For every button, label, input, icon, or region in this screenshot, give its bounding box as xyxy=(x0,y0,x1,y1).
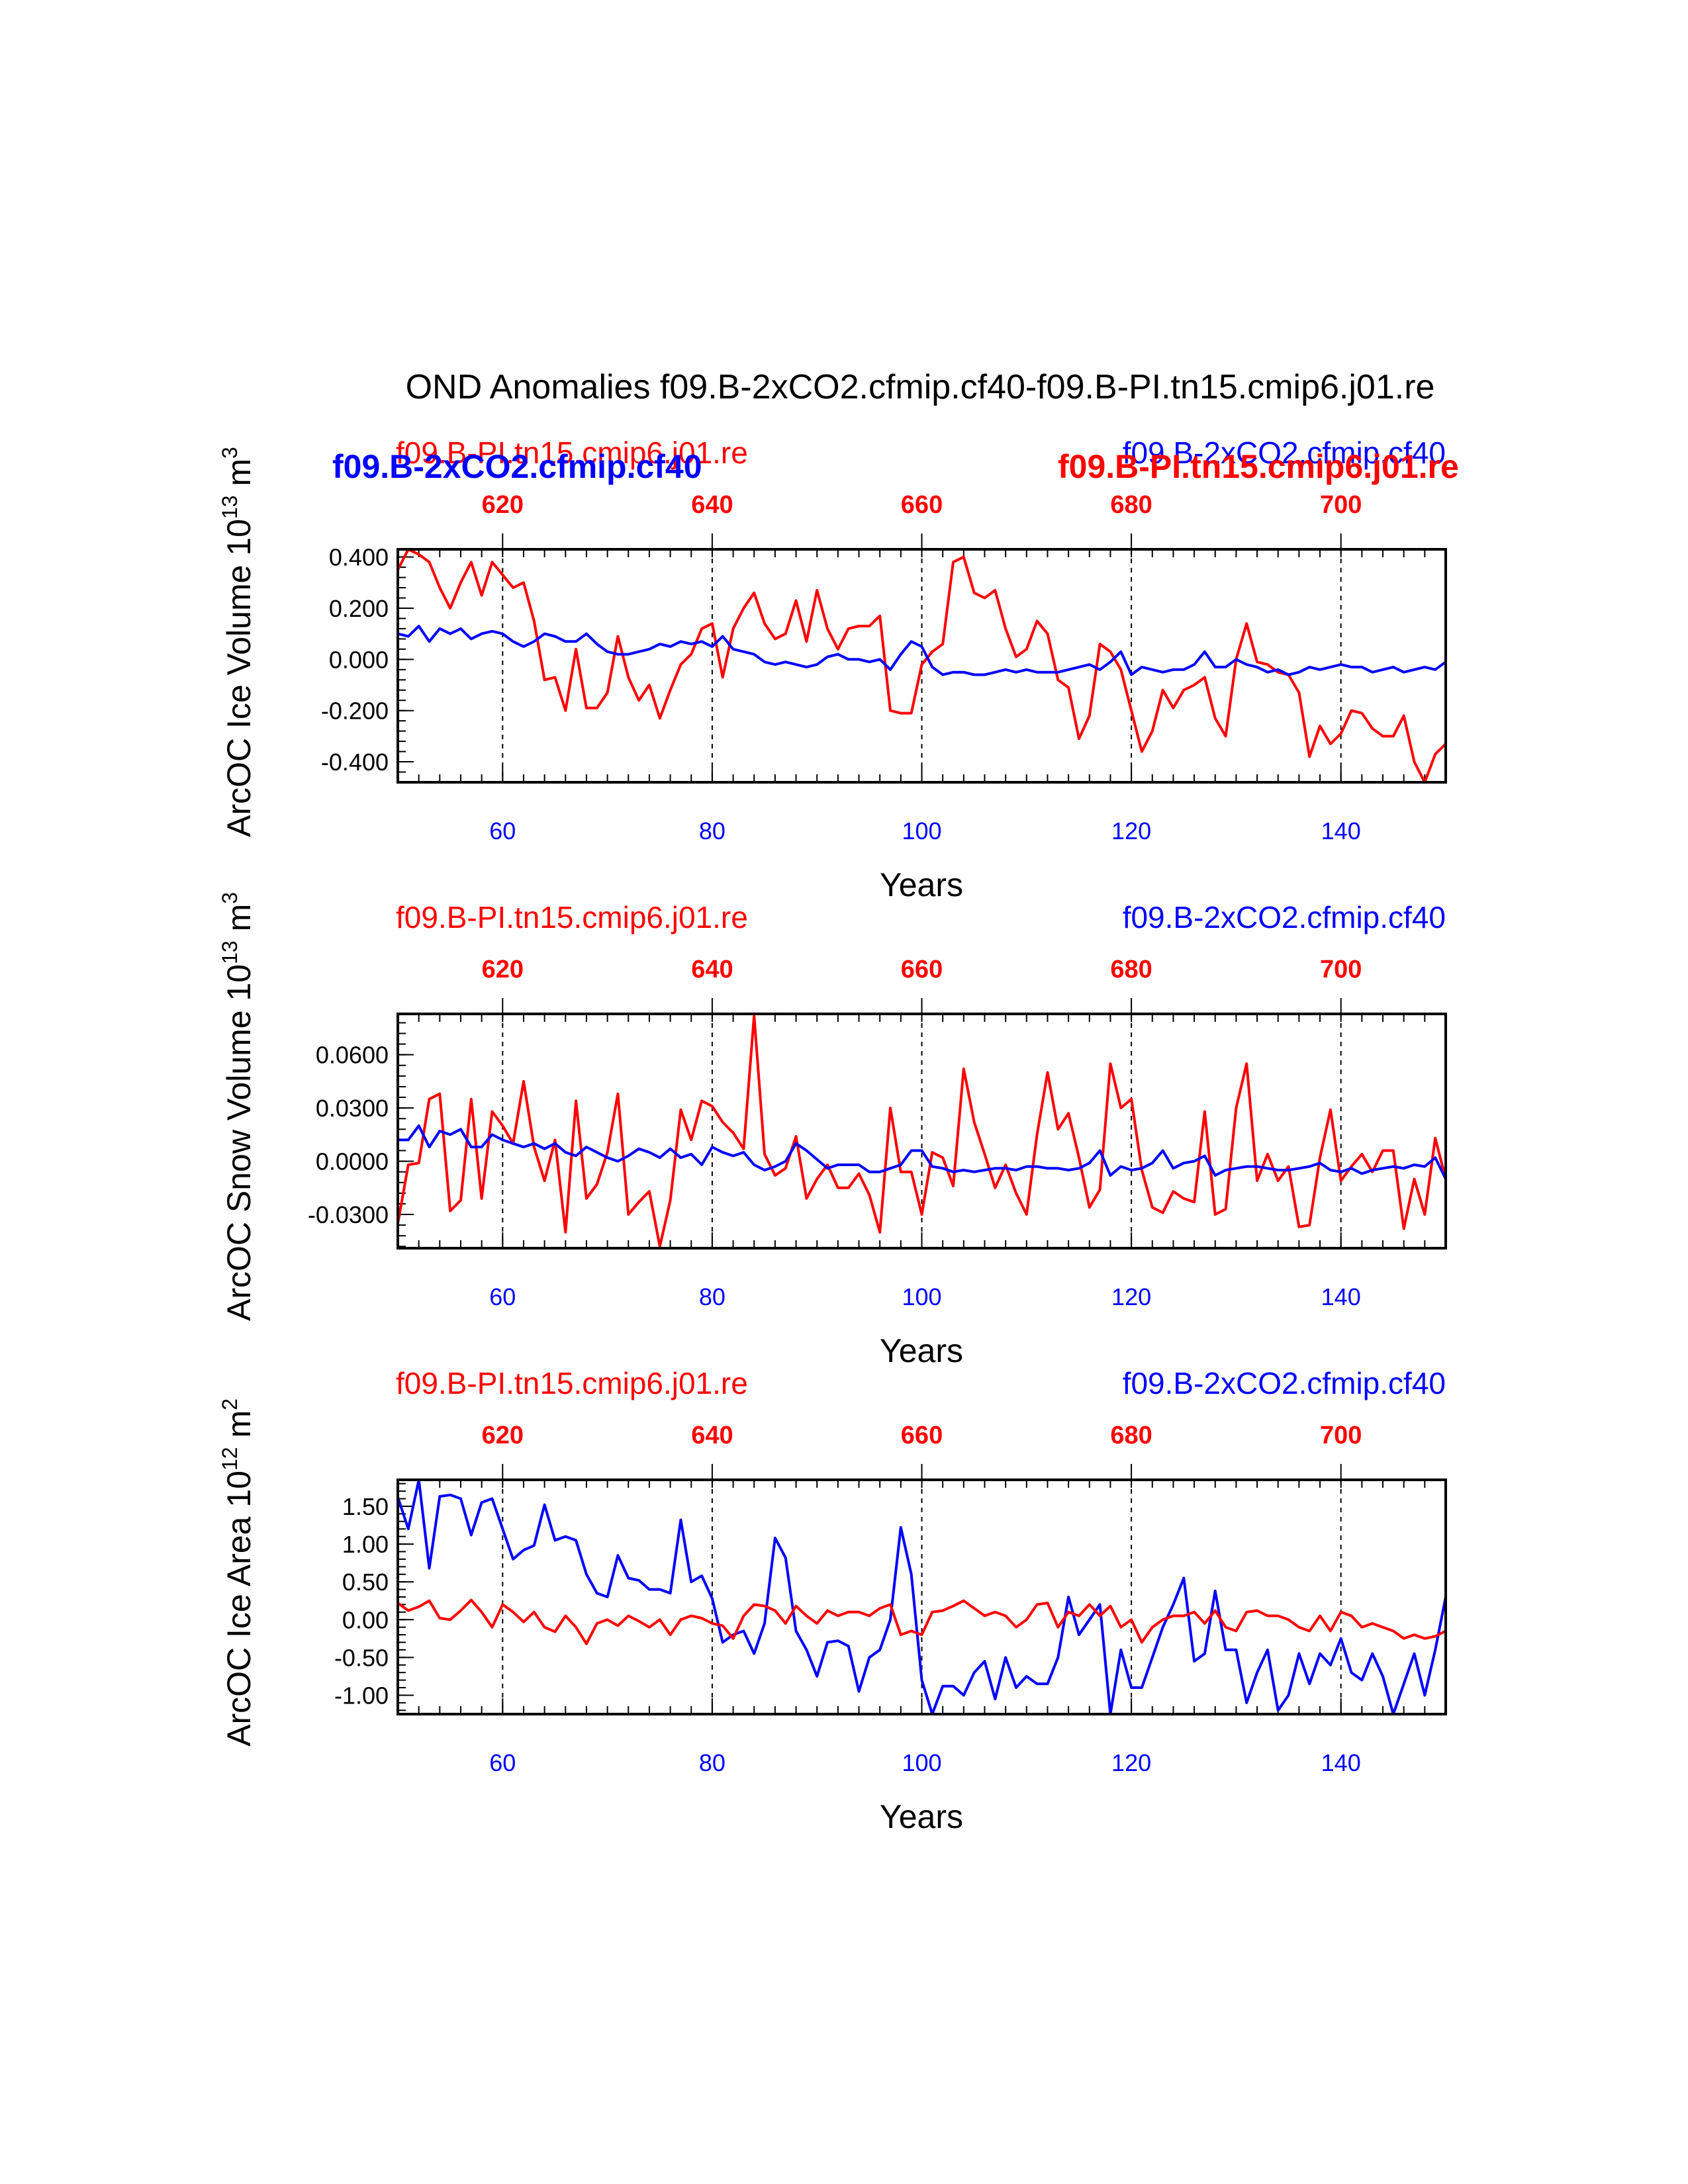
x-tick-label: 120 xyxy=(1111,1749,1151,1776)
top-x-tick-label: 640 xyxy=(691,491,733,519)
plot-frame xyxy=(397,1013,1447,1250)
panels: 60 80 100 120 140 620 640 660 680 700 -0.400 -0.200… xyxy=(218,435,1459,1835)
y-tick-label: 0.200 xyxy=(329,595,389,622)
panel-ice-area: 60 80 100 120 140 620 640 660 680 700 -1.00 -0.50 0.… xyxy=(218,1366,1447,1835)
y-tick-label: 0.50 xyxy=(342,1569,389,1596)
top-x-tick-label: 700 xyxy=(1320,1422,1362,1449)
top-x-tick-label: 660 xyxy=(901,1422,943,1449)
y-axis-label: ArcOC Snow Volume 1013 m3 xyxy=(218,892,258,1321)
top-x-tick-label: 680 xyxy=(1110,956,1152,983)
x-tick-label: 100 xyxy=(902,1749,941,1776)
series-line-red xyxy=(398,1014,1446,1248)
y-tick-label: -1.00 xyxy=(334,1682,389,1709)
series-line-red xyxy=(398,549,1446,782)
red-run-label: f09.B-PI.tn15.cmip6.j01.re xyxy=(396,435,748,470)
y-tick-label: 0.0600 xyxy=(316,1042,389,1069)
y-tick-label: 1.00 xyxy=(342,1531,389,1558)
x-tick-label: 80 xyxy=(699,1749,726,1776)
y-tick-label: -0.200 xyxy=(321,698,389,725)
x-tick-label: 60 xyxy=(489,1283,516,1310)
y-tick-label: -0.50 xyxy=(334,1644,389,1671)
top-x-tick-label: 620 xyxy=(482,1422,524,1449)
top-x-tick-label: 700 xyxy=(1320,956,1362,983)
y-tick-label: 0.00 xyxy=(342,1606,389,1633)
y-tick-label: 1.50 xyxy=(342,1493,389,1520)
y-tick-label: 0.0300 xyxy=(316,1095,389,1122)
panel-ice-volume: 60 80 100 120 140 620 640 660 680 700 -0.400 -0.200… xyxy=(218,435,1459,903)
x-axis-label: Years xyxy=(880,1798,963,1835)
x-tick-label: 140 xyxy=(1321,1283,1361,1310)
y-tick-label: 0.400 xyxy=(329,544,389,571)
y-tick-label: -0.400 xyxy=(321,749,389,776)
top-x-tick-label: 660 xyxy=(901,491,943,519)
x-tick-label: 60 xyxy=(489,817,516,844)
blue-run-label-bold: f09.B-2xCO2.cfmip.cf40 xyxy=(332,448,702,485)
x-tick-label: 100 xyxy=(902,817,941,844)
x-tick-label: 80 xyxy=(699,817,726,844)
x-tick-label: 120 xyxy=(1111,817,1151,844)
top-x-tick-label: 640 xyxy=(691,956,733,983)
y-tick-label: -0.0300 xyxy=(308,1201,389,1228)
red-run-label: f09.B-PI.tn15.cmip6.j01.re xyxy=(396,1366,748,1400)
red-run-label: f09.B-PI.tn15.cmip6.j01.re xyxy=(396,900,748,934)
x-axis-label: Years xyxy=(880,866,963,903)
top-x-tick-label: 680 xyxy=(1110,1422,1152,1449)
x-tick-label: 100 xyxy=(902,1283,941,1310)
red-run-label-bold: f09.B-PI.tn15.cmip6.j01.re xyxy=(1058,448,1459,485)
blue-run-label: f09.B-2xCO2.cfmip.cf40 xyxy=(1123,435,1446,470)
series-line-blue xyxy=(398,625,1446,676)
y-axis-label: ArcOC Ice Area 1012 m2 xyxy=(218,1398,258,1747)
top-x-tick-label: 660 xyxy=(901,956,943,983)
x-tick-label: 140 xyxy=(1321,1749,1361,1776)
x-tick-label: 80 xyxy=(699,1283,726,1310)
series-line-red xyxy=(398,1598,1446,1645)
plot-frame xyxy=(397,1479,1447,1715)
figure-title: OND Anomalies f09.B-2xCO2.cfmip.cf40-f09… xyxy=(406,368,1435,406)
top-x-tick-label: 700 xyxy=(1320,491,1362,519)
top-x-tick-label: 640 xyxy=(691,1422,733,1449)
top-x-tick-label: 620 xyxy=(482,491,524,519)
x-tick-label: 120 xyxy=(1111,1283,1151,1310)
x-axis-label: Years xyxy=(880,1332,963,1369)
y-tick-label: 0.0000 xyxy=(316,1148,389,1175)
blue-run-label: f09.B-2xCO2.cfmip.cf40 xyxy=(1123,1366,1446,1400)
y-axis-label: ArcOC Ice Volume 1013 m3 xyxy=(218,447,258,837)
panel-snow-volume: 60 80 100 120 140 620 640 660 680 700 -0.0300 0.000… xyxy=(218,892,1447,1369)
series-line-blue xyxy=(398,1480,1446,1714)
series-line-blue xyxy=(398,1124,1446,1180)
top-x-tick-label: 680 xyxy=(1110,491,1152,519)
blue-run-label: f09.B-2xCO2.cfmip.cf40 xyxy=(1123,900,1446,934)
x-tick-label: 60 xyxy=(489,1749,516,1776)
x-tick-label: 140 xyxy=(1321,817,1361,844)
plot-frame xyxy=(397,548,1447,784)
top-x-tick-label: 620 xyxy=(482,956,524,983)
y-tick-label: 0.000 xyxy=(329,646,389,673)
